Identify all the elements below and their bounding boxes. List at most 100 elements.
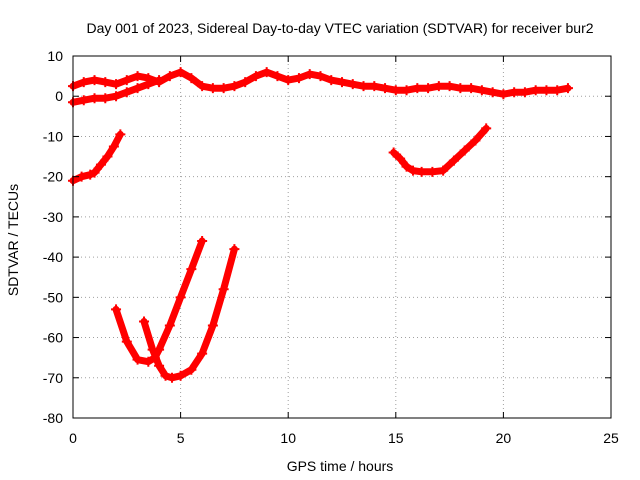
data-point (261, 67, 272, 78)
data-point (164, 320, 175, 331)
data-point (100, 77, 111, 88)
data-point (358, 81, 369, 92)
data-point (304, 69, 315, 80)
data-point (401, 85, 412, 96)
data-point (89, 167, 100, 178)
data-point (207, 83, 218, 94)
x-tick-label: 25 (603, 430, 619, 446)
data-point (121, 336, 132, 347)
data-point (160, 370, 171, 381)
data-point (466, 83, 477, 94)
data-point (541, 85, 552, 96)
data-point (207, 320, 218, 331)
data-point (272, 71, 283, 82)
data-point (102, 151, 113, 162)
data-point (337, 77, 347, 88)
data-point (115, 129, 126, 140)
data-point (186, 73, 197, 84)
data-point (509, 87, 520, 98)
y-tick-label: -40 (43, 249, 63, 265)
data-point (283, 75, 294, 86)
data-point (89, 93, 100, 104)
data-point (487, 87, 498, 98)
data-point (100, 93, 111, 104)
data-point (448, 155, 459, 166)
data-point (530, 85, 541, 96)
data-point (121, 75, 132, 86)
x-axis-label: GPS time / hours (287, 458, 394, 474)
data-point (416, 166, 427, 177)
data-point (293, 73, 304, 84)
data-point (95, 159, 106, 170)
data-point (470, 135, 481, 146)
series-line (112, 237, 206, 366)
data-point (438, 165, 449, 176)
data-point (218, 83, 229, 94)
y-tick-label: -60 (43, 330, 63, 346)
y-tick-label: -70 (43, 370, 63, 386)
plot-frame (72, 55, 612, 419)
x-tick-label: 0 (69, 430, 77, 446)
data-point (89, 75, 100, 86)
data-point (121, 87, 132, 98)
data-point (166, 372, 177, 383)
data-point (197, 348, 208, 359)
y-tick-label: 10 (47, 48, 63, 64)
chart-title: Day 001 of 2023, Sidereal Day-to-day VTE… (86, 20, 593, 36)
data-point (455, 83, 466, 94)
data-point (164, 71, 175, 82)
data-point (197, 236, 208, 247)
data-point (197, 81, 208, 92)
data-point (143, 79, 154, 90)
data-point (481, 123, 492, 134)
data-point (326, 75, 337, 86)
series-line (69, 130, 124, 185)
x-tick-label: 5 (177, 430, 185, 446)
data-point (519, 87, 530, 98)
y-tick-label: -80 (43, 410, 63, 426)
data-point (143, 356, 154, 367)
data-point (315, 71, 326, 82)
data-point (111, 304, 122, 315)
data-point (218, 284, 229, 295)
y-tick-label: -50 (43, 289, 63, 305)
grid-lines (73, 56, 611, 418)
data-point (433, 81, 444, 92)
data-point (498, 89, 509, 100)
data-point (427, 166, 438, 177)
data-point (175, 370, 186, 381)
data-point (108, 141, 119, 152)
data-point (459, 145, 470, 156)
data-point (240, 77, 251, 88)
data-point (552, 85, 563, 96)
y-axis-label: SDTVAR / TECUs (5, 184, 21, 296)
y-tick-label: -20 (43, 169, 63, 185)
data-point (132, 83, 143, 94)
y-tick-label: -10 (43, 128, 63, 144)
y-tick-label: -30 (43, 209, 63, 225)
data-point (423, 83, 434, 94)
data-point (250, 71, 261, 82)
data-point (380, 83, 391, 94)
data-point (139, 316, 150, 327)
y-tick-label: 0 (55, 88, 63, 104)
x-tick-label: 15 (388, 430, 404, 446)
data-point (229, 244, 240, 255)
data-point (476, 85, 487, 96)
data-series (68, 67, 573, 383)
data-point (401, 161, 412, 172)
axis-ticks: 0 5 10 15 20 25 10 0 -10 -20 -30 -40 -50 -60 -70 -80 (43, 48, 619, 446)
data-point (562, 83, 573, 94)
data-point (132, 354, 143, 365)
data-point (111, 79, 122, 90)
data-point (111, 91, 122, 102)
data-point (347, 79, 358, 90)
data-point (78, 77, 89, 88)
data-point (229, 81, 240, 92)
data-point (186, 364, 197, 375)
data-point (147, 344, 158, 355)
data-point (388, 147, 399, 158)
x-tick-label: 20 (496, 430, 512, 446)
data-point (395, 153, 406, 164)
